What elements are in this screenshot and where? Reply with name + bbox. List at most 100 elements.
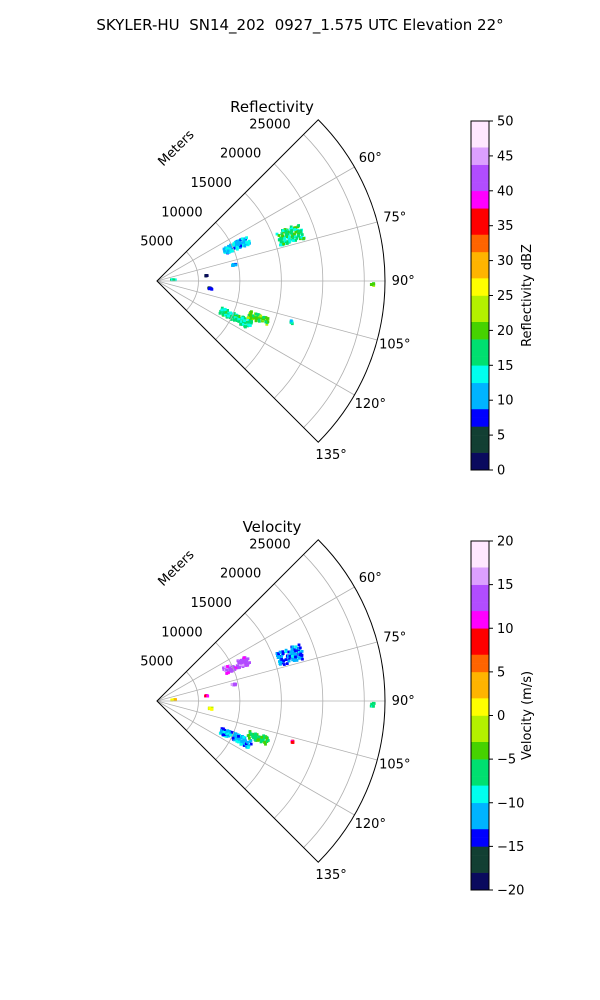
echo-cell xyxy=(299,229,302,233)
echo-cell xyxy=(243,244,247,248)
radial-gridline xyxy=(156,700,378,761)
colorbar-tick-label: 40 xyxy=(497,184,514,199)
echo-cell xyxy=(237,315,241,319)
echo-cell xyxy=(232,313,236,317)
echo-region xyxy=(246,730,270,746)
echo-cell xyxy=(230,318,233,321)
echo-cell xyxy=(204,694,208,698)
echo-cell xyxy=(237,243,241,247)
echo-cell xyxy=(210,707,213,711)
echo-cell xyxy=(223,733,226,737)
echo-cell xyxy=(239,244,242,248)
colorbar-segment xyxy=(471,593,489,603)
reflectivity-panel: Reflectivity 5000 10000 15000 20000 25000 Mete… xyxy=(140,98,535,479)
echo-cell xyxy=(235,314,239,318)
echo-cell xyxy=(285,662,289,665)
echo-cell xyxy=(279,662,282,666)
echo-cell xyxy=(172,278,176,282)
echo-cell xyxy=(298,646,302,650)
echo-cell xyxy=(235,664,239,668)
colorbar-tick-label: 5 xyxy=(497,429,505,444)
echo-cell xyxy=(247,320,251,324)
echo-cell xyxy=(239,241,242,245)
colorbar-tick-label: 35 xyxy=(497,219,514,234)
echo-cell xyxy=(254,319,258,323)
echo-region xyxy=(290,739,295,744)
echo-cell xyxy=(229,730,233,734)
echo-cell xyxy=(262,736,266,740)
echo-cell xyxy=(288,235,291,239)
echo-cell xyxy=(233,732,237,736)
echo-cell xyxy=(259,316,263,320)
echo-region xyxy=(207,706,214,711)
colorbar-segment xyxy=(471,645,489,655)
echo-cell xyxy=(287,657,291,660)
echo-cell xyxy=(284,648,288,652)
echo-cell xyxy=(284,650,288,654)
echo-cell xyxy=(231,731,235,734)
echo-cell xyxy=(294,649,297,653)
colorbar-segment xyxy=(471,155,489,165)
echo-cell xyxy=(238,661,242,664)
colorbar-segment xyxy=(471,138,489,148)
echo-region xyxy=(246,310,270,326)
echo-cell xyxy=(170,698,174,702)
echo-cell xyxy=(231,315,235,318)
radial-tick-label: 25000 xyxy=(249,117,290,132)
colorbar-segment xyxy=(471,558,489,568)
echo-cell xyxy=(238,666,241,669)
radial-gridline xyxy=(156,280,378,341)
echo-cell xyxy=(296,233,300,237)
echo-cell xyxy=(224,313,227,317)
echo-cell xyxy=(242,659,245,663)
echo-cell xyxy=(222,247,226,251)
echo-cell xyxy=(233,318,236,322)
echo-cell xyxy=(227,671,230,675)
echo-cell xyxy=(233,668,237,671)
colorbar-segment xyxy=(471,706,489,716)
echo-cell xyxy=(247,318,250,322)
echo-cell xyxy=(235,737,238,741)
echo-cell xyxy=(275,232,279,236)
echo-cell xyxy=(290,655,294,658)
echo-cell xyxy=(246,740,249,744)
echo-cell xyxy=(265,736,269,740)
echo-cell xyxy=(254,312,258,316)
echo-cell xyxy=(254,735,258,738)
radial-axis-label: Meters xyxy=(156,547,198,589)
echo-cell xyxy=(222,311,226,314)
angle-tick-label: 120° xyxy=(355,817,386,832)
echo-region xyxy=(289,319,294,326)
colorbar-tick-label: −20 xyxy=(497,884,524,899)
echo-cell xyxy=(204,274,208,278)
echo-region xyxy=(275,643,304,666)
echo-cell xyxy=(287,659,291,663)
echo-cell xyxy=(372,701,375,705)
colorbar-segment xyxy=(471,610,489,620)
echo-cell xyxy=(284,233,288,237)
echo-cell xyxy=(226,731,229,735)
echo-cell xyxy=(289,225,293,229)
echo-cell xyxy=(234,666,238,670)
echo-region xyxy=(222,236,251,255)
echo-cell xyxy=(232,247,236,250)
colorbar-segment xyxy=(471,347,489,357)
echo-cell xyxy=(275,652,279,655)
echo-cell xyxy=(239,736,243,740)
colorbar-segment xyxy=(471,182,489,192)
colorbar-segment xyxy=(471,121,489,131)
sector-frame xyxy=(156,119,386,443)
echo-cell xyxy=(295,236,299,240)
echo-region xyxy=(204,694,210,698)
colorbar: 0 5 10 15 20 25 30 35 40 45 50 Reflectivity dBZ xyxy=(470,115,535,479)
echo-cell xyxy=(174,698,177,702)
echo-cell xyxy=(250,320,253,324)
colorbar-segment xyxy=(471,680,489,690)
echo-cell xyxy=(223,308,227,311)
echo-cell xyxy=(242,237,246,241)
echo-cell xyxy=(232,264,235,267)
colorbar-segment xyxy=(471,541,489,551)
echo-cell xyxy=(257,737,260,741)
